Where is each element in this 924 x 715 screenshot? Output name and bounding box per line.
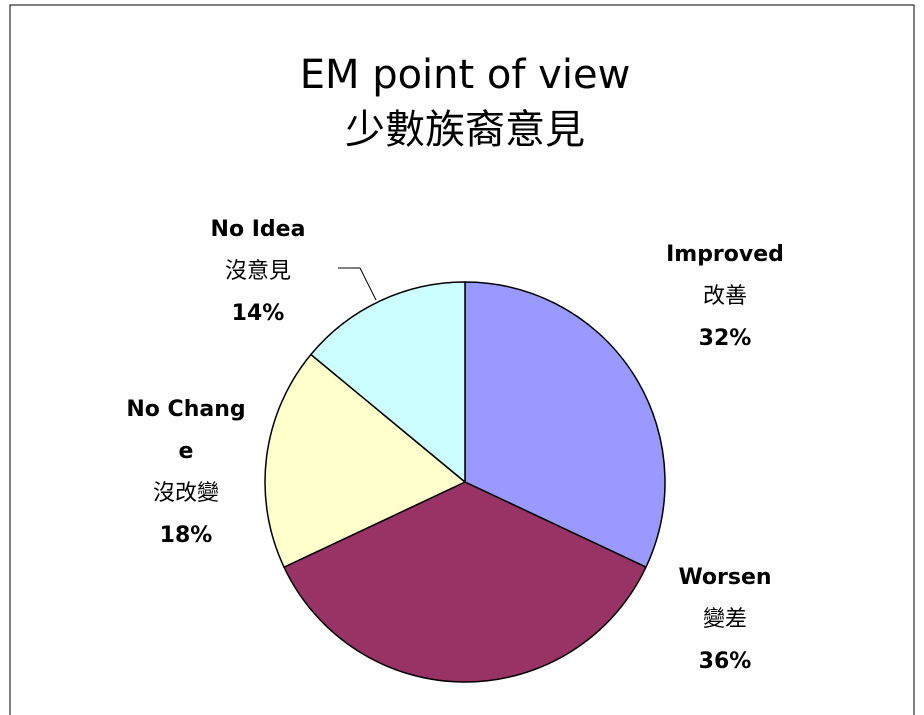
category-label-zh: 改善 bbox=[702, 284, 747, 309]
chart-subtitle: 少數族裔意見 bbox=[345, 107, 585, 153]
value-label: 14% bbox=[231, 301, 285, 326]
category-label: Worsen bbox=[678, 565, 772, 590]
category-label-zh: 沒意見 bbox=[224, 259, 291, 284]
category-label-zh: 沒改變 bbox=[152, 481, 219, 506]
category-label: No Change bbox=[126, 397, 246, 464]
pie-slice bbox=[309, 281, 466, 484]
category-label: Improved bbox=[666, 242, 784, 267]
category-label: No Idea bbox=[210, 217, 306, 242]
pie-slice bbox=[464, 281, 666, 569]
pie-slice bbox=[264, 353, 467, 569]
frame bbox=[9, 4, 915, 715]
pie-slice bbox=[283, 481, 647, 683]
value-label: 32% bbox=[698, 326, 752, 351]
category-label-zh: 變差 bbox=[702, 607, 747, 632]
chart-title: EM point of view bbox=[300, 52, 631, 98]
value-label: 36% bbox=[698, 649, 752, 674]
slice-label: Improved 改善 32% bbox=[665, 234, 785, 360]
slice-label: Worsen 變差 36% bbox=[645, 557, 805, 683]
value-label: 18% bbox=[159, 523, 213, 548]
slice-label: No Idea 沒意見 14% bbox=[178, 209, 338, 335]
leader-line bbox=[338, 267, 377, 301]
slice-label: No Change 沒改變 18% bbox=[126, 389, 246, 557]
